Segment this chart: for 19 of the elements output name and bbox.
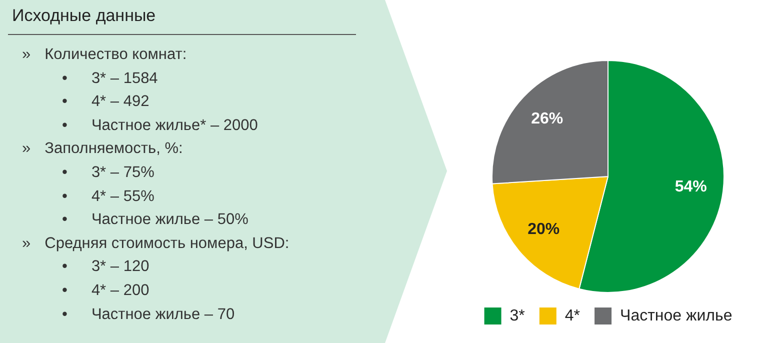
text: • 3* – 1584 [62,70,158,87]
data-label: 54% [674,178,707,196]
text: • 4* – 492 [62,93,150,110]
text: • Частное жилье* – 2000 [62,116,258,134]
text: • Частное жилье – 50% [62,211,248,228]
legend-label: Частное жилье [620,307,732,324]
text: • 3* – 75% [62,164,154,181]
legend-label: 3* [510,307,525,324]
text: • 3* – 120 [62,258,150,276]
text: Исходные данные [12,6,156,26]
text: » Заполняемость, %: [22,140,183,158]
text: » Средняя стоимость номера, USD: [22,234,290,252]
legend-label: 4* [564,307,580,324]
text: » Количество комнат: [22,46,187,63]
text: • 4* – 200 [62,282,150,299]
text: • Частное жилье – 70 [62,306,235,323]
data-label: 20% [528,221,560,238]
text: • 4* – 55% [62,188,154,205]
data-label: 26% [531,110,564,128]
